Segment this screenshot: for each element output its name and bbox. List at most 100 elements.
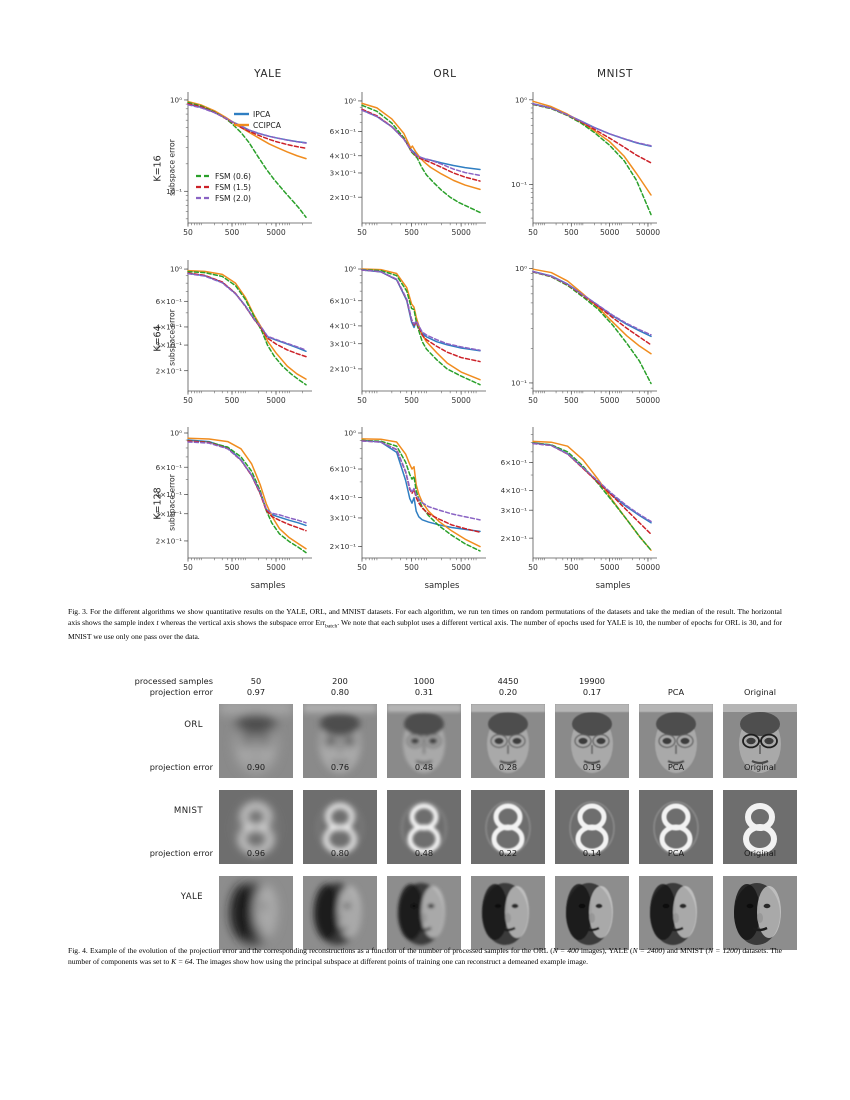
- column-title-orl: ORL: [433, 68, 457, 80]
- series-line-fsm-0-6-: [361, 104, 481, 214]
- series-line-fsm-2-0-: [532, 103, 652, 147]
- series-line-ccipca: [532, 440, 652, 551]
- caption3-text-a: For the different algorithms we show qua…: [68, 607, 782, 627]
- image-orl-reconstruction-50: [219, 704, 293, 778]
- image-yale-reconstruction-19900: [555, 876, 629, 950]
- y-tick-label: 4×10⁻¹: [156, 323, 183, 332]
- xlabel-yale: samples: [250, 580, 286, 590]
- y-tick-label: 4×10⁻¹: [330, 151, 357, 160]
- x-tick-label: 5000: [600, 396, 619, 405]
- caption3-sub: batch: [325, 623, 338, 629]
- series-line-fsm-1-5-: [532, 271, 652, 346]
- column-header-original: Original: [743, 687, 777, 697]
- image-orl-reconstruction-200: [303, 704, 377, 778]
- image-yale-reconstruction-200: [303, 876, 377, 950]
- y-tick-label: 3×10⁻¹: [501, 506, 528, 515]
- caption3-text-c: . We note that each subplot uses a diffe…: [68, 617, 782, 641]
- processed-samples-value: 1000: [413, 676, 435, 686]
- plot-panel-mnist-k16: 10⁰ 10⁻¹ 50 500 5000 50000: [499, 86, 677, 245]
- caption4-k-val: K = 64: [171, 956, 193, 966]
- series-line-fsm-2-0-: [532, 442, 652, 523]
- image-orl-reconstruction-4450: [471, 704, 545, 778]
- x-tick-label: 500: [225, 396, 240, 405]
- x-tick-label: 50: [183, 396, 193, 405]
- x-tick-label: 50: [357, 563, 367, 572]
- series-line-fsm-1-5-: [532, 103, 652, 164]
- series-line-fsm-0-6-: [361, 268, 481, 386]
- projection-error-value: 0.76: [330, 762, 350, 772]
- caption4-n-mnist: N = 1200: [708, 946, 738, 955]
- x-tick-label: 500: [225, 228, 240, 237]
- plot-panel-mnist-k128: 6×10⁻¹ 4×10⁻¹ 3×10⁻¹ 2×10⁻¹ 50 500 5000 50000: [499, 421, 677, 580]
- x-tick-label: 50000: [636, 563, 660, 572]
- legend-label-ccipca: CCIPCA: [253, 121, 282, 130]
- series-line-fsm-0-6-: [361, 439, 481, 552]
- y-tick-label: 2×10⁻¹: [330, 364, 357, 373]
- series-line-fsm-2-0-: [361, 269, 481, 351]
- series-line-ipca: [187, 272, 307, 353]
- y-tick-label: 10⁰: [515, 264, 527, 273]
- image-yale-reconstruction-1000: [387, 876, 461, 950]
- x-tick-label: 50: [357, 396, 367, 405]
- y-tick-label: 3×10⁻¹: [330, 514, 357, 523]
- caption4-text-a: Example of the evolution of the projecti…: [90, 946, 553, 955]
- y-tick-label: 2×10⁻¹: [501, 534, 528, 543]
- plot-panel-yale-k128: 10⁰ 6×10⁻¹ 4×10⁻¹ 3×10⁻¹ 2×10⁻¹ 50 500 5000: [154, 421, 332, 580]
- series-line-ccipca: [532, 100, 652, 196]
- figure-3-caption: Fig. 3. For the different algorithms we …: [68, 607, 782, 642]
- projection-error-label: projection error: [149, 848, 213, 858]
- y-tick-label: 2×10⁻¹: [330, 193, 357, 202]
- x-tick-label: 50000: [636, 396, 660, 405]
- column-header-pca: PCA: [667, 687, 685, 697]
- series-line-ccipca: [361, 102, 481, 191]
- x-tick-label: 50: [528, 228, 538, 237]
- y-tick-label: 2×10⁻¹: [156, 366, 183, 375]
- y-tick-label: 6×10⁻¹: [156, 463, 183, 472]
- x-tick-label: 5000: [266, 396, 285, 405]
- y-tick-label: 2×10⁻¹: [330, 542, 357, 551]
- image-orl-pca: [639, 704, 713, 778]
- xlabel-orl: samples: [424, 580, 460, 590]
- processed-samples-value: 19900: [578, 676, 606, 686]
- projection-error-value: 0.28: [498, 762, 518, 772]
- series-line-ccipca: [187, 100, 307, 160]
- caption4-text-d: ) datasets. The number of components was…: [68, 946, 782, 966]
- plot-panel-orl-k64: 10⁰ 6×10⁻¹ 4×10⁻¹ 3×10⁻¹ 2×10⁻¹ 50 500 5000: [328, 254, 506, 413]
- caption4-label: Fig. 4.: [68, 946, 88, 955]
- y-tick-label: 3×10⁻¹: [330, 169, 357, 178]
- dataset-row-label-yale: YALE: [180, 892, 203, 902]
- x-tick-label: 500: [404, 228, 419, 237]
- column-header-pca: PCA: [667, 848, 685, 858]
- x-tick-label: 5000: [266, 228, 285, 237]
- caption4-text-e: . The images show how using the principa…: [192, 956, 588, 966]
- series-line-fsm-0-6-: [532, 442, 652, 551]
- series-line-fsm-2-0-: [532, 270, 652, 336]
- image-mnist-reconstruction-4450: [471, 790, 545, 864]
- y-tick-label: 6×10⁻¹: [501, 458, 528, 467]
- series-line-fsm-2-0-: [187, 104, 307, 144]
- series-line-ccipca: [187, 437, 307, 550]
- y-tick-label: 10⁻¹: [511, 180, 527, 189]
- x-tick-label: 50: [528, 563, 538, 572]
- y-tick-label: 6×10⁻¹: [330, 465, 357, 474]
- series-line-ccipca: [187, 269, 307, 380]
- processed-samples-value: 4450: [497, 676, 519, 686]
- caption3-label: Fig. 3.: [68, 607, 88, 616]
- y-tick-label: 10⁰: [170, 429, 182, 438]
- series-line-ipca: [187, 439, 307, 527]
- dataset-row-label-mnist: MNIST: [173, 806, 203, 816]
- series-line-ipca: [361, 439, 481, 533]
- image-mnist-reconstruction-200: [303, 790, 377, 864]
- x-tick-label: 5000: [451, 396, 470, 405]
- caption3-italic-t: t: [156, 617, 159, 627]
- projection-error-value: 0.31: [414, 687, 434, 697]
- column-header-original: Original: [743, 762, 777, 772]
- x-tick-label: 500: [404, 396, 419, 405]
- x-tick-label: 5000: [266, 563, 285, 572]
- y-tick-label: 3×10⁻¹: [330, 339, 357, 348]
- y-tick-label: 10⁰: [515, 95, 527, 104]
- legend-label-fsm-0: FSM (0.6): [215, 172, 251, 181]
- x-tick-label: 500: [564, 563, 579, 572]
- y-tick-label: 10⁻¹: [166, 187, 182, 196]
- image-yale-pca: [639, 876, 713, 950]
